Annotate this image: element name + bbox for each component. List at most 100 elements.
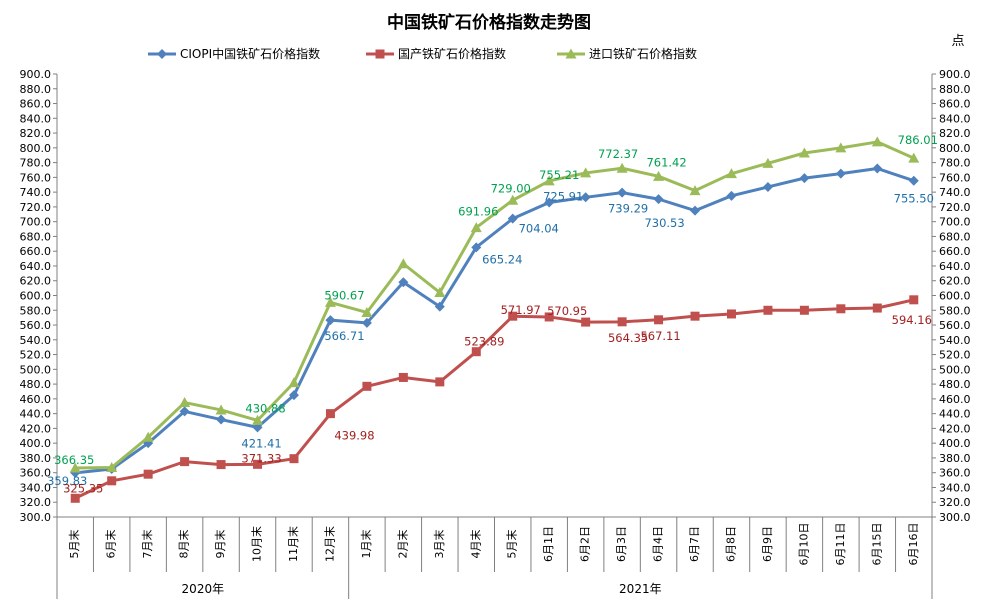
y-tick-label-left: 600.0 <box>20 290 52 303</box>
data-point <box>544 197 555 208</box>
data-point <box>544 312 554 322</box>
data-point <box>543 175 555 186</box>
data-point <box>581 317 591 327</box>
data-point <box>798 147 810 158</box>
data-point <box>106 462 118 473</box>
series-line <box>75 167 915 475</box>
y-tick-label-right: 880.0 <box>939 83 971 96</box>
data-point <box>836 304 846 314</box>
data-label: 772.37 <box>598 147 638 161</box>
y-tick-label-left: 460.0 <box>20 393 52 406</box>
y-tick-label-left: 520.0 <box>20 349 52 362</box>
y-tick-label-right: 860.0 <box>939 98 971 111</box>
data-point <box>471 347 481 357</box>
data-point <box>325 315 336 326</box>
data-point <box>325 409 335 419</box>
y-tick-label-left: 480.0 <box>20 378 52 391</box>
y-tick-label-right: 520.0 <box>939 349 971 362</box>
y-tick-label-right: 800.0 <box>939 142 971 155</box>
data-point <box>507 194 519 205</box>
y-tick-label-left: 780.0 <box>20 157 52 170</box>
legend-label: 国产铁矿石价格指数 <box>398 46 506 61</box>
data-label: 421.41 <box>241 436 281 450</box>
unit-label: 点 <box>951 34 964 49</box>
data-label: 704.04 <box>519 222 559 236</box>
data-point <box>180 457 190 467</box>
y-tick-label-right: 420.0 <box>939 422 971 435</box>
data-label: 594.16 <box>892 313 932 327</box>
y-tick-label-left: 640.0 <box>20 260 52 273</box>
y-tick-label-right: 820.0 <box>939 127 971 140</box>
y-tick-label-right: 620.0 <box>939 275 971 288</box>
y-tick-label-right: 460.0 <box>939 393 971 406</box>
data-label: 564.35 <box>608 331 648 345</box>
y-tick-label-left: 500.0 <box>20 363 52 376</box>
data-point <box>763 305 773 315</box>
y-tick-label-left: 400.0 <box>20 437 52 450</box>
y-tick-label-left: 620.0 <box>20 275 52 288</box>
data-point <box>653 194 664 205</box>
data-label: 691.96 <box>458 205 498 219</box>
y-tick-label-left: 360.0 <box>20 467 52 480</box>
data-label: 439.98 <box>334 429 374 443</box>
data-label: 567.11 <box>640 329 680 343</box>
y-tick-label-left: 340.0 <box>20 481 52 494</box>
y-tick-label-right: 660.0 <box>939 245 971 258</box>
data-label: 325.35 <box>63 481 103 495</box>
data-point <box>470 222 482 233</box>
data-point <box>908 152 920 163</box>
data-point <box>471 242 482 253</box>
data-label: 739.29 <box>608 202 648 216</box>
legend-label: CIOPI中国铁矿石价格指数 <box>180 46 320 61</box>
x-tick-label: 6月7日 <box>688 526 701 562</box>
data-label: 371.33 <box>241 451 281 465</box>
y-tick-label-left: 880.0 <box>20 83 52 96</box>
data-point <box>288 390 299 401</box>
x-tick-label: 6月9日 <box>761 526 774 562</box>
data-label: 730.53 <box>644 216 684 230</box>
y-tick-label-right: 580.0 <box>939 304 971 317</box>
x-tick-label: 10月末 <box>250 526 264 562</box>
y-tick-label-left: 760.0 <box>20 171 52 184</box>
data-point <box>909 295 919 305</box>
y-tick-label-right: 640.0 <box>939 260 971 273</box>
data-point <box>726 190 737 201</box>
y-tick-label-left: 580.0 <box>20 304 52 317</box>
data-point <box>362 381 372 391</box>
data-point <box>375 49 385 59</box>
x-tick-label: 11月末 <box>286 526 300 562</box>
y-tick-label-right: 540.0 <box>939 334 971 347</box>
data-label: 430.88 <box>245 401 285 415</box>
y-tick-label-right: 740.0 <box>939 186 971 199</box>
data-point <box>835 142 847 153</box>
x-tick-label: 6月末 <box>104 530 118 559</box>
x-tick-label: 4月末 <box>468 530 482 559</box>
legend: CIOPI中国铁矿石价格指数 国产铁矿石价格指数 进口铁矿石价格指数 <box>148 46 697 61</box>
y-tick-label-left: 320.0 <box>20 496 52 509</box>
data-point <box>69 462 81 473</box>
y-tick-label-right: 680.0 <box>939 230 971 243</box>
data-point <box>253 459 263 469</box>
data-label: 571.97 <box>501 303 541 317</box>
year-label: 2021年 <box>619 582 662 596</box>
x-tick-label: 8月末 <box>177 530 191 559</box>
data-point <box>215 404 227 415</box>
x-tick-label: 6月11日 <box>834 523 847 566</box>
series-line <box>74 298 915 500</box>
chart-title: 中国铁矿石价格指数走势图 <box>387 12 591 33</box>
y-tick-label-left: 300.0 <box>20 511 52 524</box>
y-tick-label-right: 380.0 <box>939 452 971 465</box>
series-1 <box>70 295 919 503</box>
y-tick-label-right: 700.0 <box>939 216 971 229</box>
data-point <box>398 277 409 288</box>
data-point <box>179 397 191 408</box>
y-tick-label-right: 720.0 <box>939 201 971 214</box>
data-label: 729.00 <box>491 181 531 195</box>
data-label: 359.83 <box>47 474 87 488</box>
y-tick-label-right: 340.0 <box>939 481 971 494</box>
x-tick-label: 5月末 <box>67 530 81 559</box>
data-point <box>871 136 883 147</box>
x-tick-label: 6月16日 <box>907 523 920 566</box>
